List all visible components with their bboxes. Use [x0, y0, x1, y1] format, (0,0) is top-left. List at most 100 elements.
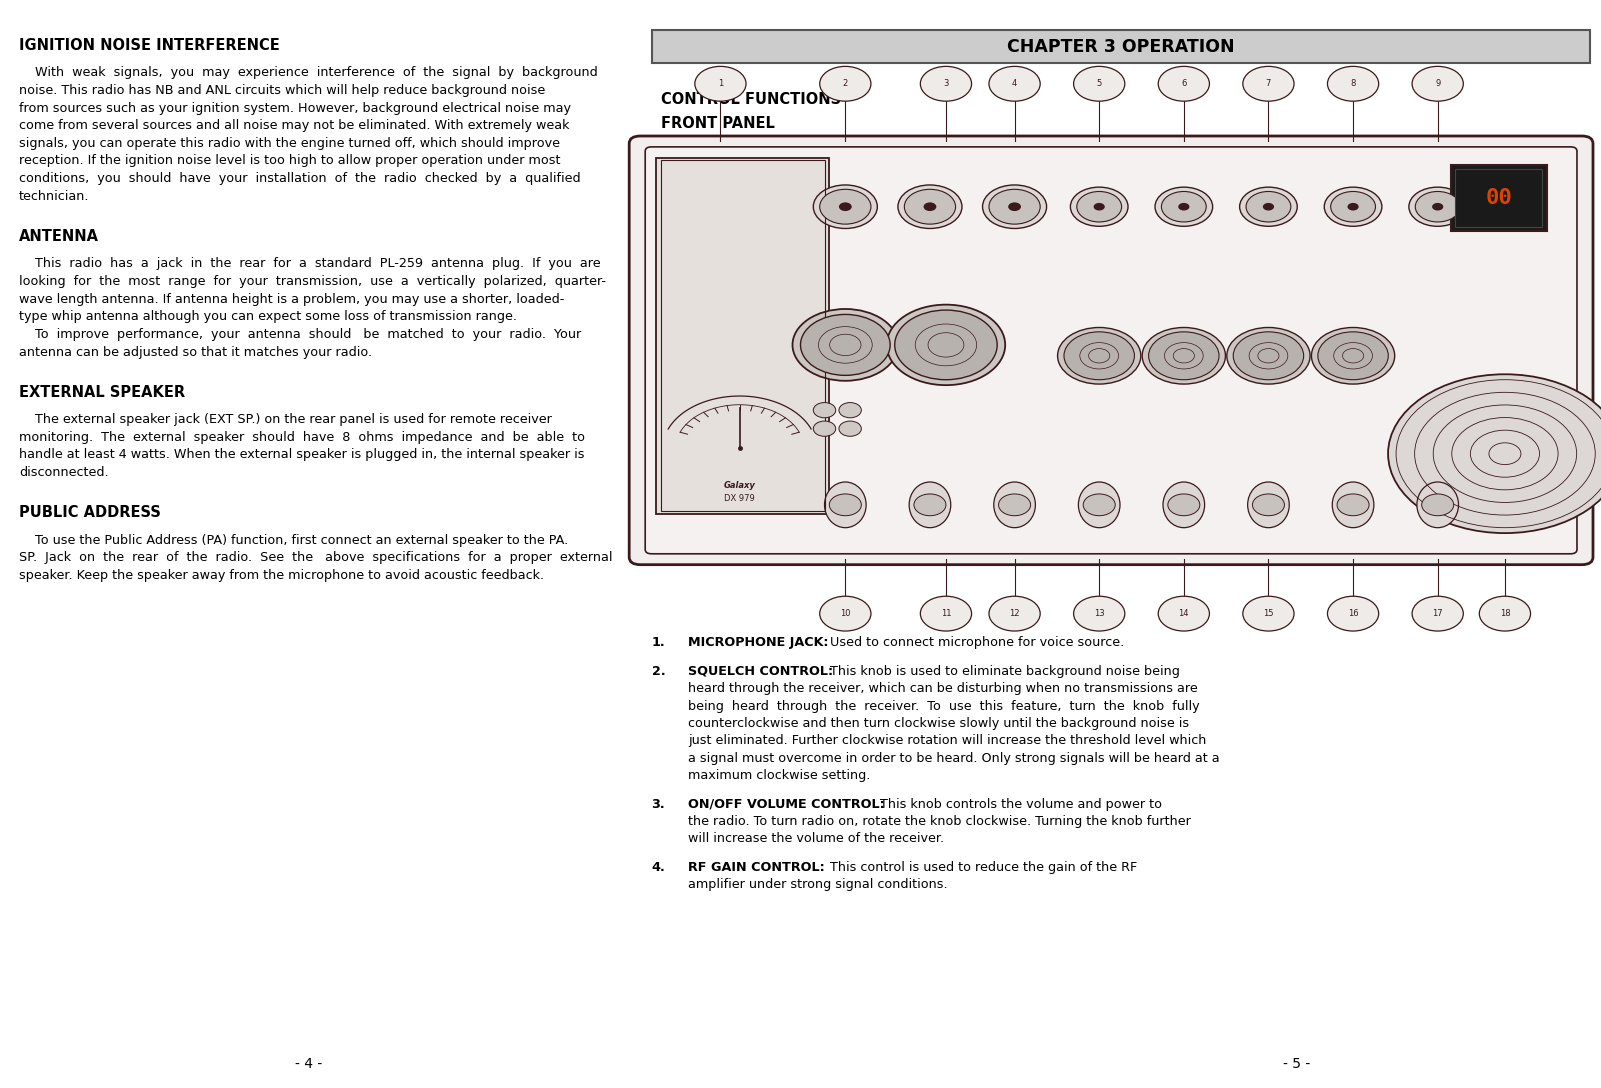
Circle shape [1154, 187, 1212, 226]
Text: conditions,  you  should  have  your  installation  of  the  radio  checked  by : conditions, you should have your install… [19, 172, 581, 185]
Text: This control is used to reduce the gain of the RF: This control is used to reduce the gain … [826, 861, 1138, 874]
Circle shape [983, 185, 1047, 228]
Circle shape [921, 596, 972, 631]
FancyBboxPatch shape [645, 147, 1577, 554]
Ellipse shape [1162, 482, 1204, 528]
Ellipse shape [825, 482, 866, 528]
Circle shape [1327, 596, 1378, 631]
Text: a signal must overcome in order to be heard. Only strong signals will be heard a: a signal must overcome in order to be he… [688, 752, 1220, 765]
Circle shape [1148, 332, 1218, 380]
Circle shape [1233, 332, 1303, 380]
Text: 15: 15 [1263, 609, 1274, 618]
Ellipse shape [1417, 482, 1459, 528]
Circle shape [1348, 202, 1359, 211]
Text: 4: 4 [1012, 79, 1017, 88]
Text: 00: 00 [1486, 188, 1511, 208]
Text: 3: 3 [943, 79, 949, 88]
Circle shape [800, 314, 890, 375]
Text: counterclockwise and then turn clockwise slowly until the background noise is: counterclockwise and then turn clockwise… [688, 717, 1190, 730]
Circle shape [905, 189, 956, 224]
Text: amplifier under strong signal conditions.: amplifier under strong signal conditions… [688, 878, 948, 891]
Text: 18: 18 [1500, 609, 1510, 618]
Circle shape [1158, 66, 1209, 101]
Circle shape [1412, 596, 1463, 631]
Text: 6: 6 [1182, 79, 1186, 88]
Text: 1: 1 [717, 79, 724, 88]
Text: 10: 10 [841, 609, 850, 618]
Text: 2: 2 [842, 79, 849, 88]
Circle shape [999, 494, 1031, 516]
Text: 1.: 1. [652, 636, 666, 650]
Text: PUBLIC ADDRESS: PUBLIC ADDRESS [19, 506, 162, 520]
Text: Galaxy: Galaxy [724, 481, 756, 490]
Circle shape [1252, 494, 1284, 516]
Text: To  improve  performance,  your  antenna  should   be  matched  to  your  radio.: To improve performance, your antenna sho… [19, 327, 581, 341]
Circle shape [1009, 202, 1021, 211]
Text: 13: 13 [1093, 609, 1105, 618]
Text: 11: 11 [941, 609, 951, 618]
Text: just eliminated. Further clockwise rotation will increase the threshold level wh: just eliminated. Further clockwise rotat… [688, 734, 1207, 747]
Text: reception. If the ignition noise level is too high to allow proper operation und: reception. If the ignition noise level i… [19, 154, 560, 168]
Circle shape [1409, 187, 1467, 226]
Text: 3.: 3. [652, 798, 666, 811]
Text: signals, you can operate this radio with the engine turned off, which should imp: signals, you can operate this radio with… [19, 137, 560, 150]
Circle shape [813, 421, 836, 436]
Circle shape [898, 185, 962, 228]
Text: 2.: 2. [652, 665, 666, 678]
Circle shape [1074, 66, 1126, 101]
Ellipse shape [994, 482, 1036, 528]
Text: 17: 17 [1433, 609, 1443, 618]
Circle shape [1158, 596, 1209, 631]
Ellipse shape [1332, 482, 1374, 528]
Text: technician.: technician. [19, 189, 90, 202]
Circle shape [1077, 191, 1122, 222]
Circle shape [1058, 327, 1142, 384]
Circle shape [1093, 202, 1105, 211]
Text: CHAPTER 3 OPERATION: CHAPTER 3 OPERATION [1007, 38, 1234, 55]
Text: disconnected.: disconnected. [19, 466, 109, 479]
Text: the radio. To turn radio on, rotate the knob clockwise. Turning the knob further: the radio. To turn radio on, rotate the … [688, 815, 1191, 828]
Text: EXTERNAL SPEAKER: EXTERNAL SPEAKER [19, 385, 186, 400]
Text: DX 979: DX 979 [724, 494, 756, 503]
Circle shape [1242, 596, 1294, 631]
Circle shape [792, 309, 898, 381]
Text: wave length antenna. If antenna height is a problem, you may use a shorter, load: wave length antenna. If antenna height i… [19, 293, 565, 306]
Circle shape [1167, 494, 1199, 516]
Circle shape [921, 66, 972, 101]
Text: - 4 -: - 4 - [295, 1058, 323, 1071]
Circle shape [1242, 66, 1294, 101]
Circle shape [1318, 332, 1388, 380]
Text: SQUELCH CONTROL:: SQUELCH CONTROL: [688, 665, 834, 678]
Circle shape [989, 189, 1041, 224]
Text: IGNITION NOISE INTERFERENCE: IGNITION NOISE INTERFERENCE [19, 38, 280, 53]
Text: 4.: 4. [652, 861, 666, 874]
Text: 7: 7 [1266, 79, 1271, 88]
Text: Used to connect microphone for voice source.: Used to connect microphone for voice sou… [826, 636, 1124, 650]
Bar [1455, 169, 1542, 227]
Ellipse shape [909, 482, 951, 528]
Text: RF GAIN CONTROL:: RF GAIN CONTROL: [688, 861, 825, 874]
Circle shape [1337, 494, 1369, 516]
Circle shape [989, 66, 1041, 101]
Text: MICROPHONE JACK:: MICROPHONE JACK: [688, 636, 829, 650]
Circle shape [1246, 191, 1290, 222]
Ellipse shape [1247, 482, 1289, 528]
Circle shape [1324, 187, 1382, 226]
Circle shape [839, 421, 861, 436]
Text: noise. This radio has NB and ANL circuits which will help reduce background nois: noise. This radio has NB and ANL circuit… [19, 84, 546, 97]
Circle shape [813, 185, 877, 228]
Circle shape [1071, 187, 1129, 226]
Circle shape [695, 66, 746, 101]
Text: handle at least 4 watts. When the external speaker is plugged in, the internal s: handle at least 4 watts. When the extern… [19, 448, 584, 461]
Circle shape [1065, 332, 1135, 380]
Text: 12: 12 [1009, 609, 1020, 618]
Text: looking  for  the  most  range  for  your  transmission,  use  a  vertically  po: looking for the most range for your tran… [19, 275, 607, 288]
Text: antenna can be adjusted so that it matches your radio.: antenna can be adjusted so that it match… [19, 346, 373, 359]
Circle shape [1161, 191, 1206, 222]
Text: With  weak  signals,  you  may  experience  interference  of  the  signal  by  b: With weak signals, you may experience in… [19, 66, 597, 79]
Text: The external speaker jack (EXT SP.) on the rear panel is used for remote receive: The external speaker jack (EXT SP.) on t… [19, 413, 552, 426]
Bar [1451, 165, 1547, 231]
Text: SP.  Jack  on  the  rear  of  the  radio.  See  the   above  specifications  for: SP. Jack on the rear of the radio. See t… [19, 552, 613, 565]
Text: - 5 -: - 5 - [1282, 1058, 1311, 1071]
Circle shape [895, 310, 997, 380]
